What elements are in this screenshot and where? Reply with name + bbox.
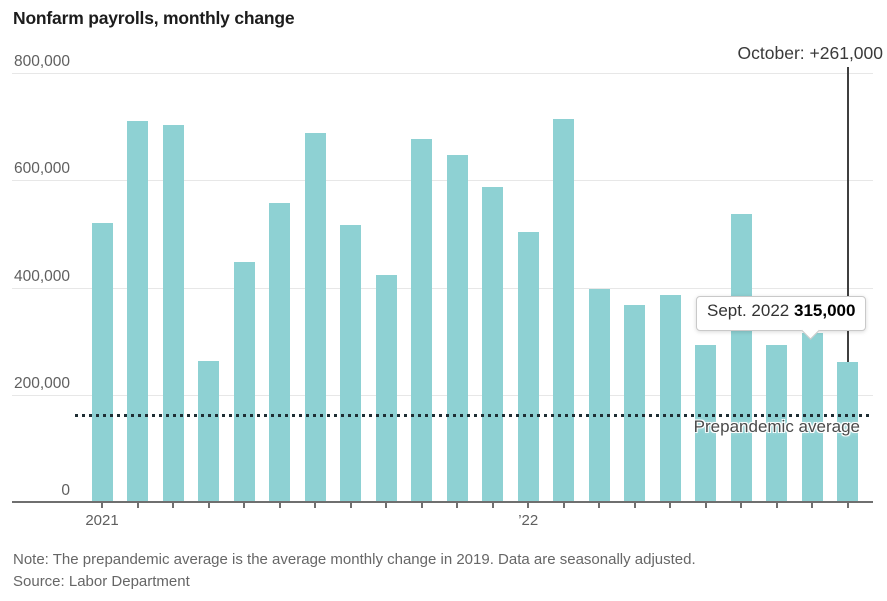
bar[interactable] bbox=[411, 139, 433, 502]
bar[interactable] bbox=[482, 186, 504, 502]
tooltip-date-label: Sept. 2022 bbox=[707, 301, 790, 320]
bar[interactable] bbox=[233, 262, 255, 502]
chart-title: Nonfarm payrolls, monthly change bbox=[13, 8, 295, 28]
x-axis-tick bbox=[527, 503, 530, 508]
x-axis-tick bbox=[243, 503, 246, 508]
bar[interactable] bbox=[340, 224, 362, 502]
prepandemic-average-label: Prepandemic average bbox=[693, 417, 860, 436]
x-axis-tick bbox=[491, 503, 494, 508]
x-axis-tick bbox=[101, 503, 103, 508]
chart-source: Source: Labor Department bbox=[13, 573, 190, 590]
bar[interactable] bbox=[588, 288, 610, 502]
x-axis-tick bbox=[314, 503, 317, 508]
bar[interactable] bbox=[127, 121, 148, 502]
prepandemic-dotted-line bbox=[75, 413, 873, 417]
bar[interactable] bbox=[91, 223, 113, 502]
x-axis-tick bbox=[775, 503, 778, 508]
bar[interactable] bbox=[162, 124, 184, 502]
x-axis-tick bbox=[420, 503, 423, 508]
tooltip-value: 315,000 bbox=[793, 301, 856, 320]
x-axis-tick bbox=[349, 503, 352, 508]
bar[interactable] bbox=[837, 362, 859, 502]
x-axis-tick bbox=[598, 503, 601, 508]
bar[interactable] bbox=[304, 132, 326, 502]
bar[interactable] bbox=[695, 344, 717, 502]
y-gridline bbox=[12, 73, 873, 74]
y-axis-tick-label: 800,000 bbox=[13, 53, 70, 70]
x-axis-tick bbox=[385, 503, 388, 508]
bar[interactable] bbox=[198, 361, 220, 502]
x-axis-tick bbox=[278, 503, 281, 508]
bar[interactable] bbox=[624, 304, 646, 502]
x-axis-tick bbox=[669, 503, 672, 508]
x-axis-tick bbox=[704, 503, 707, 508]
chart-note: Note: The prepandemic average is the ave… bbox=[13, 551, 696, 568]
sept-2022-tooltip: Sept. 2022 315,000 bbox=[696, 296, 867, 340]
x-axis-baseline bbox=[12, 501, 873, 503]
x-axis-tick bbox=[207, 503, 210, 508]
x-axis-tick bbox=[811, 503, 814, 508]
y-axis-tick-label: 200,000 bbox=[13, 374, 70, 392]
y-gridline bbox=[12, 394, 873, 396]
x-axis-tick bbox=[456, 503, 459, 508]
bar[interactable] bbox=[375, 274, 397, 502]
x-axis-tick bbox=[633, 503, 636, 508]
y-axis-tick-label: 0 bbox=[61, 482, 70, 499]
bar[interactable] bbox=[730, 214, 752, 502]
x-axis-tick bbox=[846, 503, 849, 508]
bar[interactable] bbox=[659, 295, 681, 502]
x-axis-label: ’22 bbox=[518, 512, 539, 529]
bar[interactable] bbox=[517, 231, 539, 502]
x-axis-tick bbox=[562, 503, 565, 508]
bar[interactable] bbox=[801, 333, 823, 502]
x-axis-tick bbox=[136, 503, 139, 508]
bar[interactable] bbox=[553, 119, 575, 502]
x-axis-tick bbox=[172, 503, 174, 508]
bar[interactable] bbox=[446, 155, 468, 502]
bar[interactable] bbox=[766, 345, 788, 502]
october-callout-line bbox=[846, 67, 849, 362]
y-axis-tick-label: 600,000 bbox=[13, 160, 70, 178]
october-callout-label: October: +261,000 bbox=[737, 43, 883, 63]
x-axis-label: 2021 bbox=[85, 512, 119, 529]
y-gridline bbox=[12, 180, 873, 182]
bar[interactable] bbox=[269, 203, 291, 502]
y-axis-tick-label: 400,000 bbox=[13, 267, 70, 285]
y-gridline bbox=[12, 287, 873, 289]
x-axis-tick bbox=[740, 503, 743, 508]
